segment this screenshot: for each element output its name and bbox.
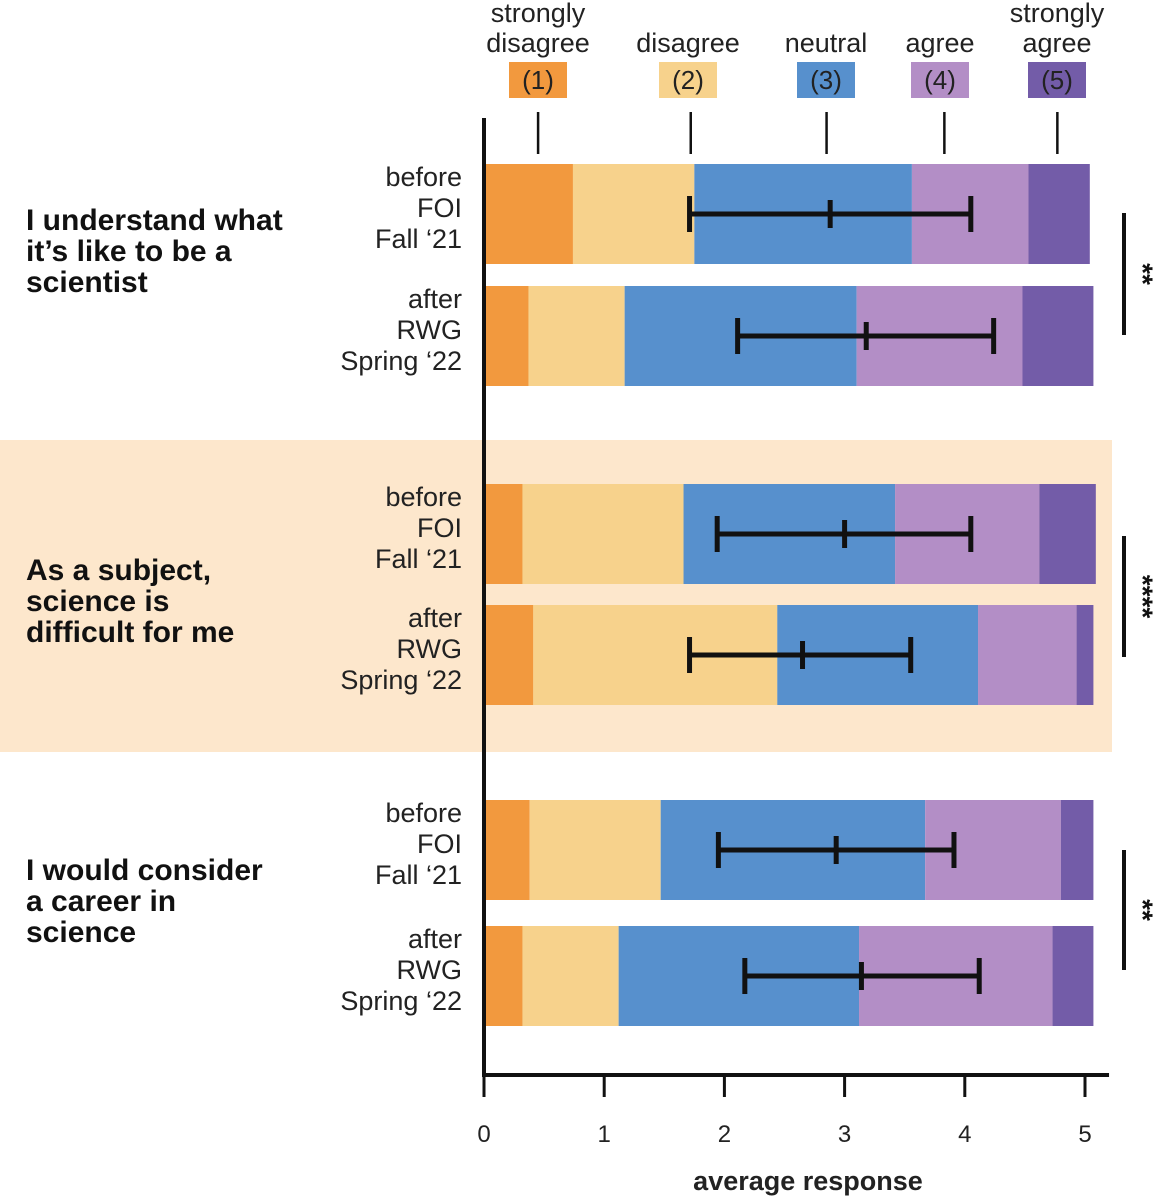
bar-label: after (408, 284, 462, 314)
bar-segment-strongly-disagree (484, 605, 534, 705)
x-axis: 0 1 2 3 4 5 (477, 118, 1110, 1148)
bar-label: after (408, 924, 462, 954)
bar-segment-strongly-disagree (484, 484, 523, 584)
bar-label: FOI (417, 829, 462, 859)
question-label: As a subject, (26, 554, 211, 587)
bar-label: before (385, 482, 462, 512)
bar-label: RWG (397, 955, 463, 985)
bar-segment-strongly-agree (1039, 484, 1096, 584)
bar-segment-strongly-agree (1060, 800, 1094, 900)
bar-label: Fall ‘21 (375, 544, 462, 574)
legend-code: (3) (810, 65, 842, 95)
bar-segment-agree (978, 605, 1077, 705)
bar-label: Fall ‘21 (375, 224, 462, 254)
bar-groups (484, 164, 1096, 1026)
legend-swatch (659, 62, 717, 98)
bar-label: FOI (417, 193, 462, 223)
x-tick-label: 2 (718, 1121, 731, 1148)
x-tick-label: 1 (598, 1121, 611, 1148)
bar-label: FOI (417, 513, 462, 543)
legend-code: (4) (924, 65, 956, 95)
legend-code: (5) (1041, 65, 1073, 95)
significance-stars: ** (1128, 899, 1159, 921)
significance-stars: **** (1128, 575, 1159, 619)
legend-swatch (1028, 62, 1086, 98)
question-label: I would consider (26, 854, 263, 887)
x-tick-label: 3 (838, 1121, 851, 1148)
legend-label: disagree (636, 28, 740, 58)
bar-segment-strongly-disagree (484, 926, 523, 1026)
bar-segment-disagree (522, 926, 619, 1026)
legend-swatch (911, 62, 969, 98)
legend-swatch (509, 62, 567, 98)
bar-label: Spring ‘22 (340, 346, 462, 376)
question-label: I understand what (26, 204, 283, 237)
question-label: it’s like to be a (26, 235, 232, 268)
bar-segment-strongly-disagree (484, 800, 530, 900)
legend-code: (2) (672, 65, 704, 95)
question-label: scientist (26, 266, 148, 299)
bar-segment-strongly-agree (1052, 926, 1094, 1026)
legend-label-line1: strongly (491, 0, 586, 28)
bar-segment-strongly-agree (1028, 164, 1090, 264)
bar-segment-strongly-agree (1076, 605, 1094, 705)
bar-segment-strongly-disagree (484, 164, 573, 264)
bar-segment-disagree (522, 484, 684, 584)
question-label: science (26, 916, 136, 949)
legend-swatch (797, 62, 855, 98)
significance-markers: ******** (1122, 213, 1159, 970)
x-tick-label: 4 (958, 1121, 971, 1148)
bar-label: Spring ‘22 (340, 986, 462, 1016)
bar-segment-strongly-agree (1022, 286, 1094, 386)
bar-label: before (385, 162, 462, 192)
bar-segment-disagree (529, 800, 661, 900)
significance-stars: ** (1128, 263, 1159, 285)
legend-code: (1) (522, 65, 554, 95)
bar-label: Spring ‘22 (340, 665, 462, 695)
legend-label: agree (905, 28, 974, 58)
x-tick-label: 0 (477, 1121, 490, 1148)
legend-label: disagree (486, 28, 590, 58)
bar-label: Fall ‘21 (375, 860, 462, 890)
legend: stronglydisagree(1)disagree(2)neutral(3)… (486, 0, 1105, 154)
bar-segment-disagree (528, 286, 625, 386)
x-axis-label: average response (693, 1166, 923, 1196)
legend-label: agree (1022, 28, 1091, 58)
bar-segment-strongly-disagree (484, 286, 529, 386)
bar-label: before (385, 798, 462, 828)
legend-label-line1: strongly (1010, 0, 1105, 28)
question-label: science is (26, 585, 169, 618)
bar-label: RWG (397, 634, 463, 664)
x-tick-label: 5 (1078, 1121, 1091, 1148)
bar-label: RWG (397, 315, 463, 345)
question-label: difficult for me (26, 616, 234, 649)
legend-label: neutral (785, 28, 868, 58)
bar-label: after (408, 603, 462, 633)
bar-segment-disagree (572, 164, 695, 264)
question-label: a career in (26, 885, 176, 918)
